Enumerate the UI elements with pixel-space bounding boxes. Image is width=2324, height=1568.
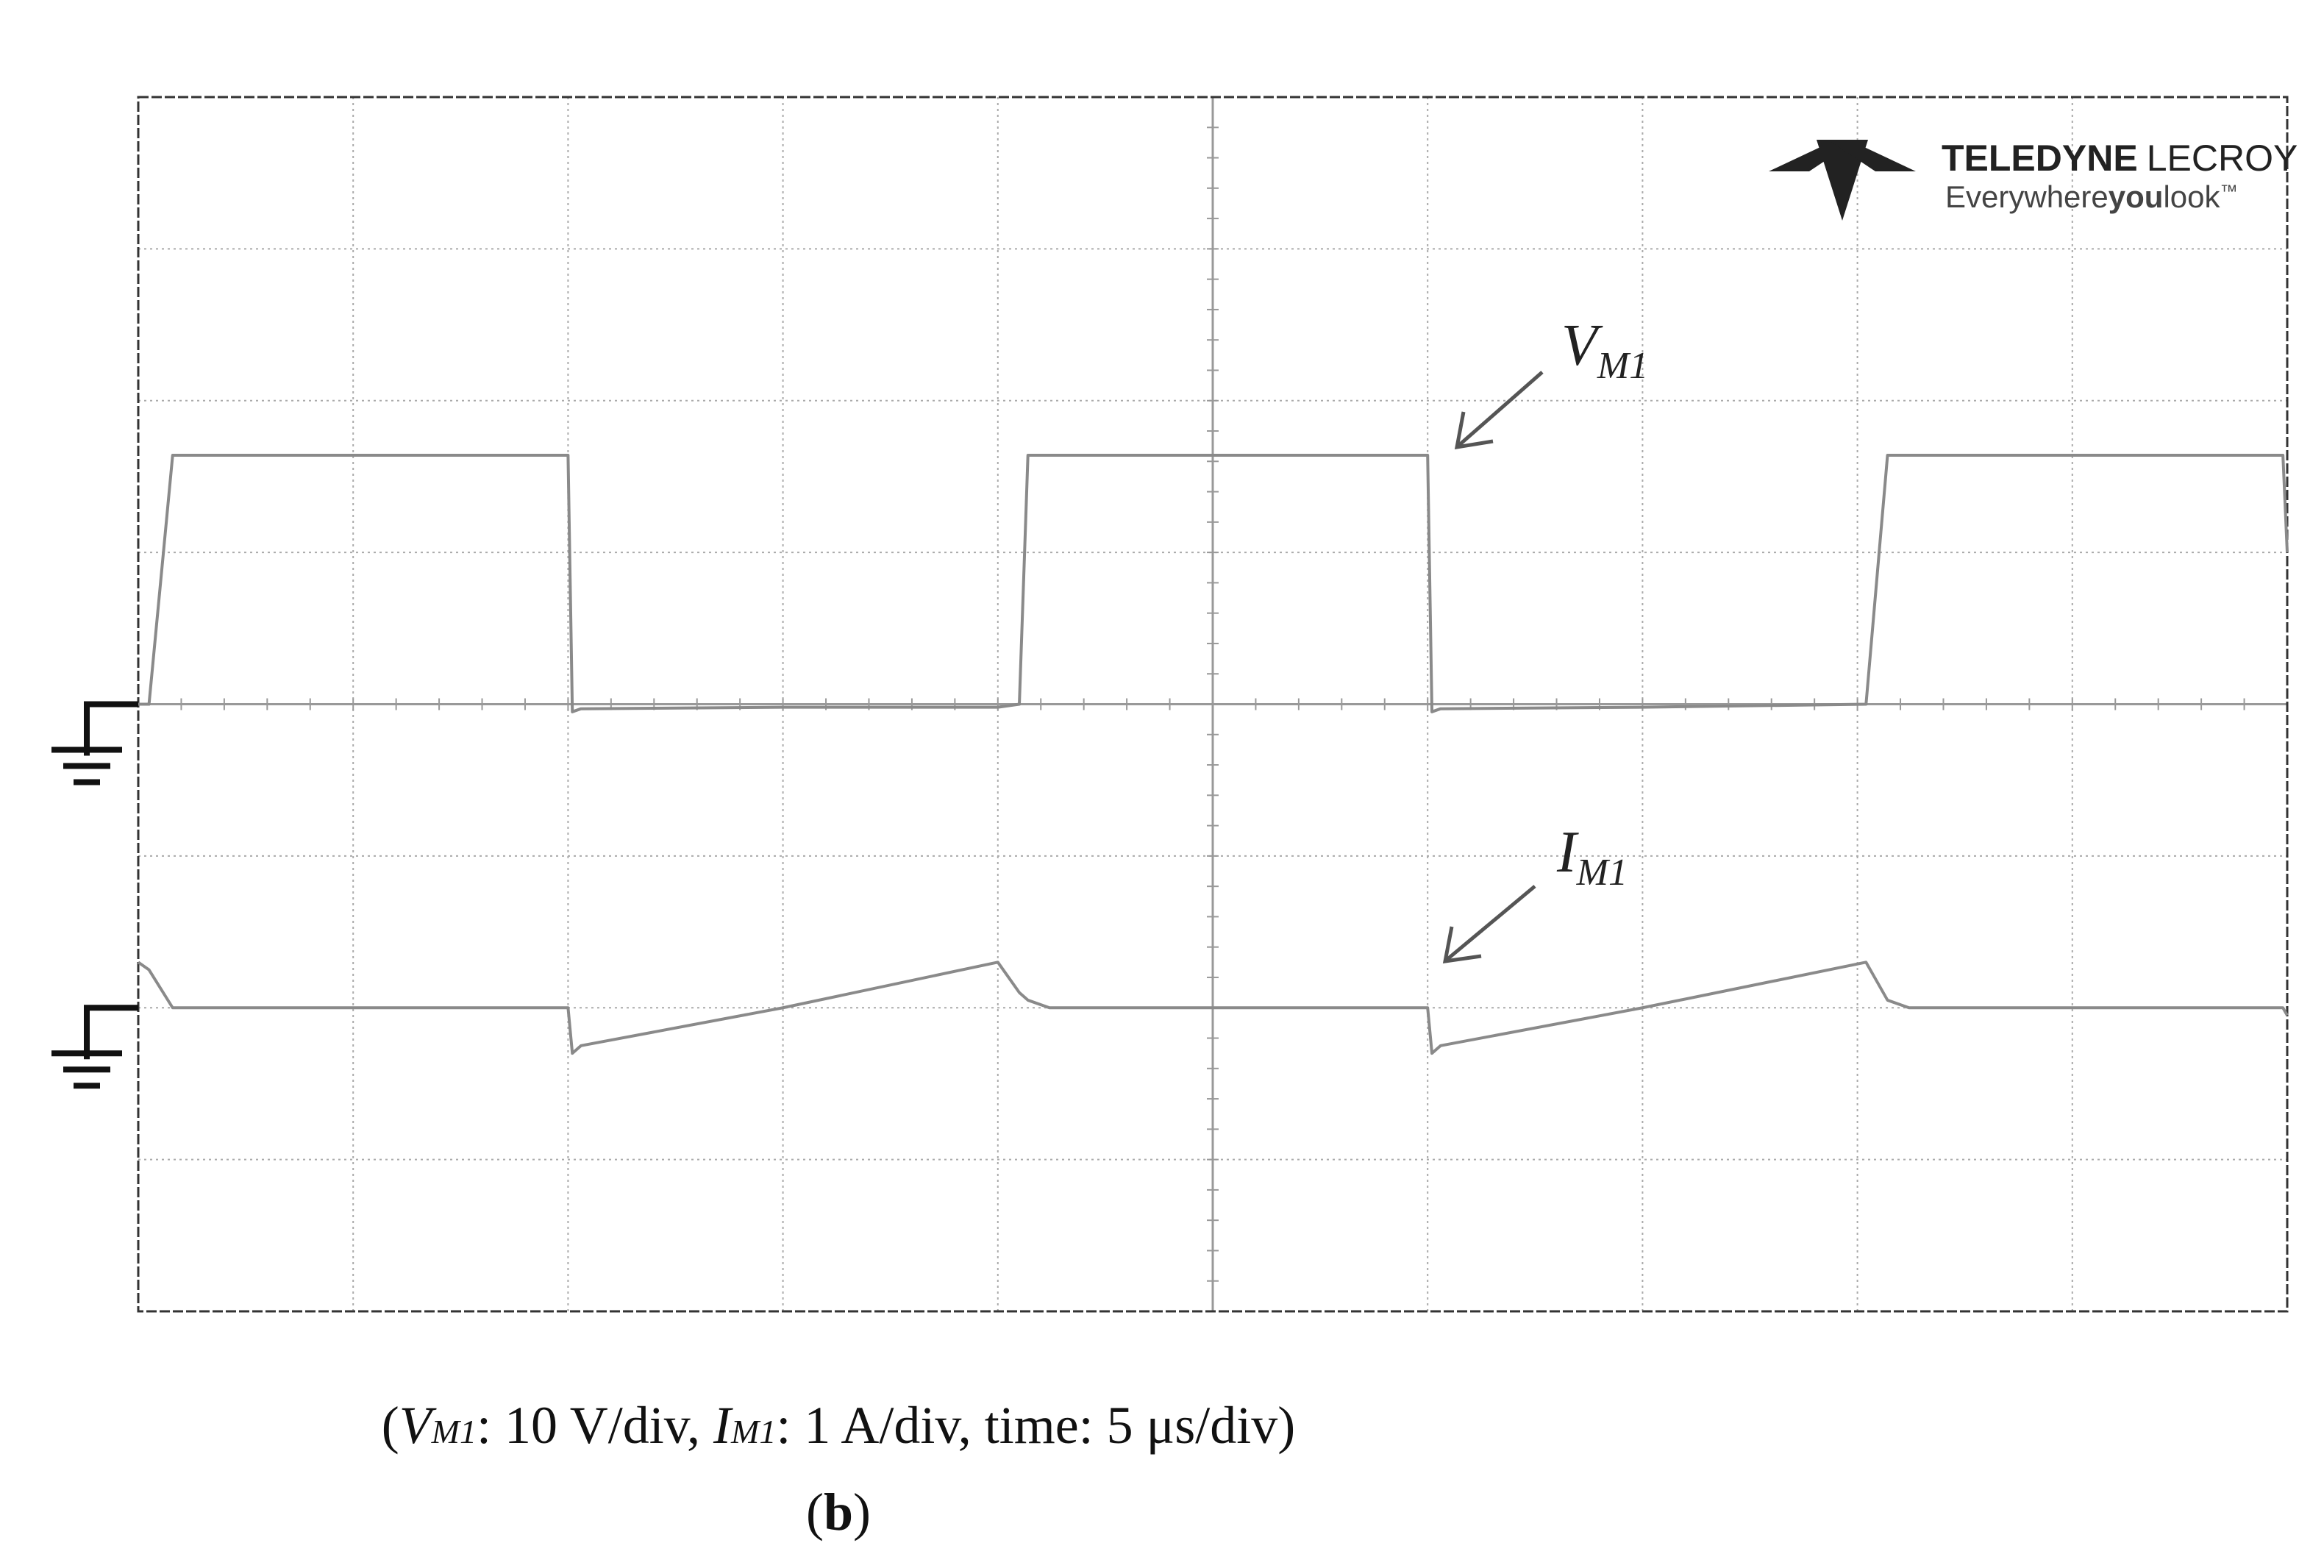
caption-part: : 1 A/div, time: 5 μs/div) bbox=[776, 1396, 1295, 1455]
logo-brand-bold: TELEDYNE bbox=[1942, 138, 2138, 179]
logo-tagline-end: look bbox=[2163, 179, 2220, 214]
caption-part: ( bbox=[382, 1396, 399, 1455]
annotation-subscript: M1 bbox=[1597, 345, 1648, 387]
caption: (VM1: 10 V/div, IM1: 1 A/div, time: 5 μs… bbox=[382, 1396, 1296, 1455]
annotation-symbol: V bbox=[1561, 313, 1603, 378]
annotation-symbol: I bbox=[1556, 820, 1579, 885]
annotation-arrow bbox=[1442, 885, 1536, 963]
ground-marker-stem bbox=[84, 1005, 138, 1060]
annotation-arrow bbox=[1454, 371, 1544, 450]
ground-marker bbox=[51, 701, 138, 785]
logo-brand-light: LECROY bbox=[2147, 138, 2298, 179]
caption-part: V bbox=[399, 1396, 437, 1455]
logo-tagline-start: Everywhere bbox=[1945, 179, 2109, 214]
annotation-v: VM1 bbox=[1561, 313, 1648, 387]
waveform bbox=[138, 454, 2289, 713]
ground-marker-stem bbox=[84, 701, 138, 756]
annotation-subscript: M1 bbox=[1576, 852, 1628, 894]
panel-label-part: ) bbox=[853, 1483, 871, 1542]
caption-part: M1 bbox=[730, 1413, 776, 1450]
annotation-i: IM1 bbox=[1556, 820, 1628, 894]
grid bbox=[137, 96, 2289, 1313]
panel-label-part: b bbox=[824, 1483, 853, 1542]
ground-marker bbox=[51, 1005, 138, 1089]
logo-tagline: Everywhereyoulook™ bbox=[1945, 179, 2238, 214]
panel-label-part: ( bbox=[806, 1483, 824, 1542]
logo-tagline-bold: you bbox=[2109, 179, 2164, 214]
caption-part: : 10 V/div, bbox=[477, 1396, 713, 1455]
waveform bbox=[137, 961, 2289, 1055]
caption-part: I bbox=[713, 1396, 733, 1455]
logo-brand: TELEDYNE LECROY bbox=[1942, 138, 2298, 179]
caption-part: M1 bbox=[431, 1413, 477, 1450]
logo-mark bbox=[1769, 140, 1916, 221]
panel-label: (b) bbox=[806, 1483, 871, 1542]
logo-tagline-mark: ™ bbox=[2220, 182, 2238, 202]
